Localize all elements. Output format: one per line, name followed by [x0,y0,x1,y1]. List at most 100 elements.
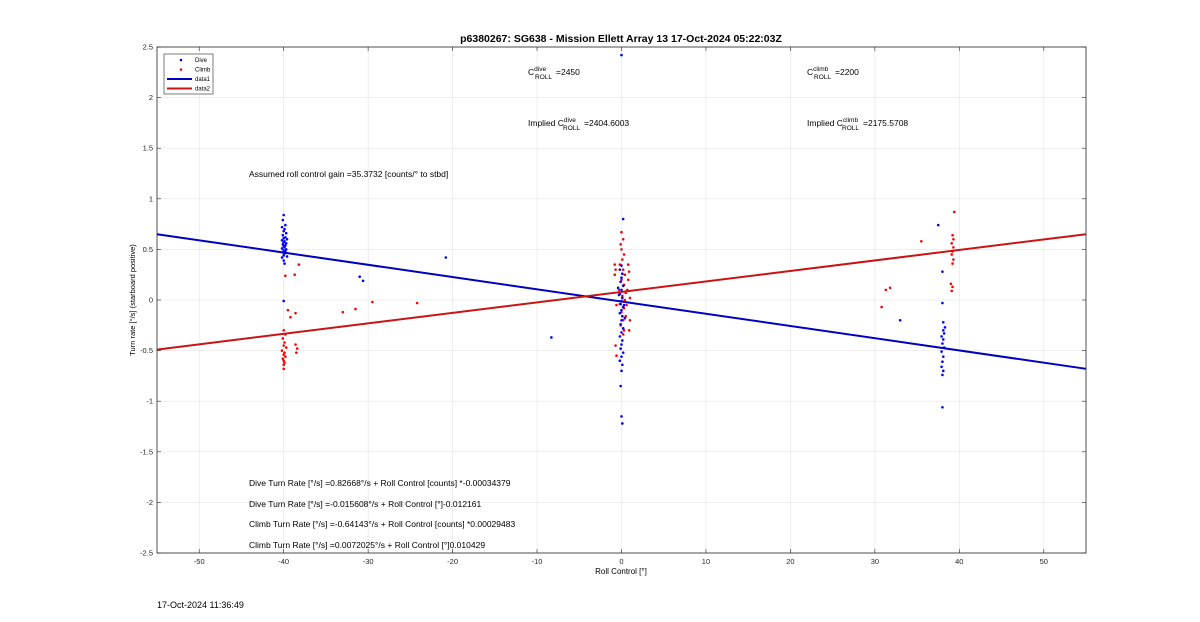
dive-point [621,217,625,221]
climb-point [281,337,285,340]
climb-point [952,237,955,241]
legend: Dive Climb data1 data2 [163,53,214,95]
climb-point [617,288,621,292]
dive-point [280,238,284,242]
x-tick-label: 40 [955,557,963,566]
implied-climb-base: C [837,118,843,128]
implied-dive-prefix: Implied [528,118,558,128]
climb-point [283,361,286,365]
dive-point [620,369,623,373]
climb-point [283,341,286,344]
climb-point [884,288,888,292]
climb-point [284,274,287,278]
dive-point [621,314,624,318]
x-axis-label: Roll Control [°] [595,567,647,576]
implied-dive-sup: dive [564,117,576,124]
dive-point [623,316,627,320]
dive-point [617,293,621,297]
climb-point [950,289,954,293]
dive-point [618,359,622,363]
dive-point [941,373,944,377]
climb-point [620,248,623,251]
dive-point [941,405,944,409]
climb-point [621,258,624,261]
dive-point [620,308,623,312]
implied-climb-sup: climb [843,117,859,124]
legend-marker-climb [179,68,183,71]
climb-point [620,278,623,282]
y-tick-label: -2 [146,498,153,507]
x-tick-label: -20 [447,557,458,566]
climb-point [951,233,954,237]
y-tick-label: 1.5 [143,144,153,153]
ticks: -50 -40 -30 -20 -10 0 10 20 30 40 50-2.5-2-1.5-1-0… [140,43,1086,566]
dive-point [621,327,625,330]
climb-point [282,367,285,371]
c-climb-annotation: Cclimb ROLL =2200 [807,66,859,81]
climb-point [371,300,374,304]
implied-climb-prefix: Implied [807,118,837,128]
climb-point [952,258,955,261]
footer-timestamp: 17-Oct-2024 11:36:49 [157,600,244,610]
dive-point [282,213,285,217]
dive-point [941,369,945,373]
dive-point [358,275,361,279]
climb-point [627,270,631,273]
climb-point [624,314,628,318]
dive-point [621,272,624,275]
climb-point [283,351,286,354]
c-dive-sup: dive [534,66,546,73]
climb-point [613,273,617,277]
climb-point [622,329,626,332]
y-tick-label: -1.5 [140,447,153,456]
dive-point [618,311,622,315]
y-tick-label: -0.5 [140,346,153,355]
climb-point [284,346,288,349]
x-tick-label: -40 [278,557,289,566]
climb-point [294,311,297,315]
climb-point [289,315,292,319]
y-tick-label: -1 [146,397,153,406]
dive-point [620,276,623,280]
x-tick-label: -10 [532,557,543,566]
y-tick-label: 1 [149,194,153,203]
y-tick-label: -2.5 [140,549,153,558]
dive-point [616,286,620,290]
climb-point [282,329,285,332]
climb-point [888,286,892,290]
climb-point [880,305,883,309]
dive-point [283,262,286,265]
y-tick-label: 0 [149,296,153,305]
c-dive-value: =2450 [556,67,580,77]
climb-point [294,343,297,346]
climb-point [295,347,299,350]
dive-point [941,355,945,358]
dive-point [280,256,284,259]
dive-point [941,320,945,324]
dive-point [620,355,623,358]
dive-point [941,270,944,273]
climb-point [623,273,627,277]
dive-point [282,299,285,303]
dive-point [622,303,626,307]
x-tick-label: 10 [702,557,710,566]
climb-point [628,296,632,300]
dive-point [943,326,947,329]
climb-point [282,363,285,367]
dive-point [444,256,448,259]
climb-point [920,240,923,243]
climb-point [415,301,419,305]
x-tick-label: 20 [786,557,794,566]
implied-dive-base: C [558,118,564,128]
data2-line [156,233,1087,351]
implied-dive-sub: ROLL [563,125,580,132]
dive-point [619,280,622,284]
dive-point [621,296,624,300]
dive-point [936,223,940,227]
climb-point [621,333,625,336]
climb-point [615,354,618,357]
dive-point [620,264,623,267]
climb-point [950,253,954,256]
climb-point [281,357,285,360]
